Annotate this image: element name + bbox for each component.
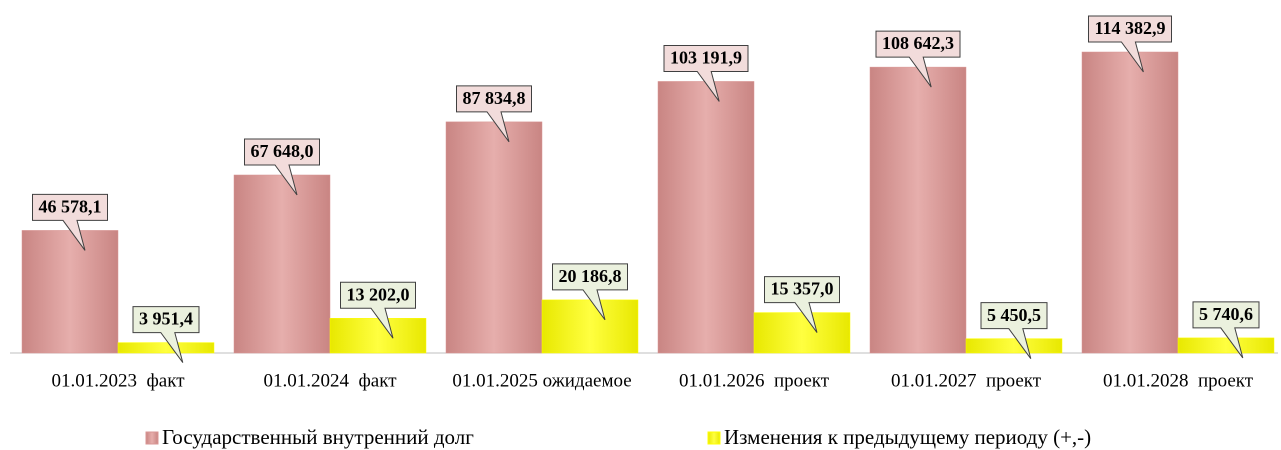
callout <box>340 281 416 339</box>
callout <box>875 30 961 88</box>
x-tick-label: 01.01.2024 факт <box>263 370 397 391</box>
bar <box>1177 337 1275 354</box>
value-label: 13 202,0 <box>347 284 410 304</box>
bar <box>329 318 427 354</box>
value-label: 67 648,0 <box>251 141 314 161</box>
callout <box>132 306 200 363</box>
legend-label: Изменения к предыдущему периоду (+,-) <box>724 425 1091 449</box>
callout <box>1087 15 1173 73</box>
callout <box>32 193 108 251</box>
value-label: 20 186,8 <box>559 266 622 286</box>
bar <box>21 230 119 354</box>
bar <box>657 81 755 354</box>
value-label: 108 642,3 <box>882 33 954 53</box>
value-label: 114 382,9 <box>1094 18 1165 38</box>
bar <box>233 174 331 354</box>
callout <box>1192 301 1260 359</box>
callout <box>663 44 749 102</box>
bar <box>965 338 1063 354</box>
x-tick-label: 01.01.2025 ожидаемое <box>452 370 631 391</box>
bar <box>753 312 851 354</box>
callout <box>552 263 628 321</box>
bar <box>445 121 543 354</box>
bar <box>869 66 967 354</box>
callout <box>764 276 840 333</box>
callout <box>456 85 532 143</box>
bar <box>541 299 639 354</box>
x-tick-label: 01.01.2028 проект <box>1103 370 1254 391</box>
callout <box>244 138 320 196</box>
value-label: 103 191,9 <box>670 48 742 68</box>
x-tick-label: 01.01.2026 проект <box>679 370 830 391</box>
legend-swatch <box>145 431 159 445</box>
value-label: 5 740,6 <box>1199 304 1253 324</box>
value-label: 5 450,5 <box>987 305 1041 325</box>
bar <box>1081 51 1179 354</box>
legend-label: Государственный внутренний долг <box>162 425 474 449</box>
bar <box>117 342 215 354</box>
legend-swatch <box>707 431 721 445</box>
callout <box>980 302 1048 359</box>
value-label: 46 578,1 <box>39 197 102 217</box>
x-tick-label: 01.01.2023 факт <box>51 370 185 391</box>
value-label: 15 357,0 <box>771 279 834 299</box>
value-label: 3 951,4 <box>139 309 193 329</box>
value-label: 87 834,8 <box>463 88 526 108</box>
x-tick-label: 01.01.2027 проект <box>891 370 1042 391</box>
